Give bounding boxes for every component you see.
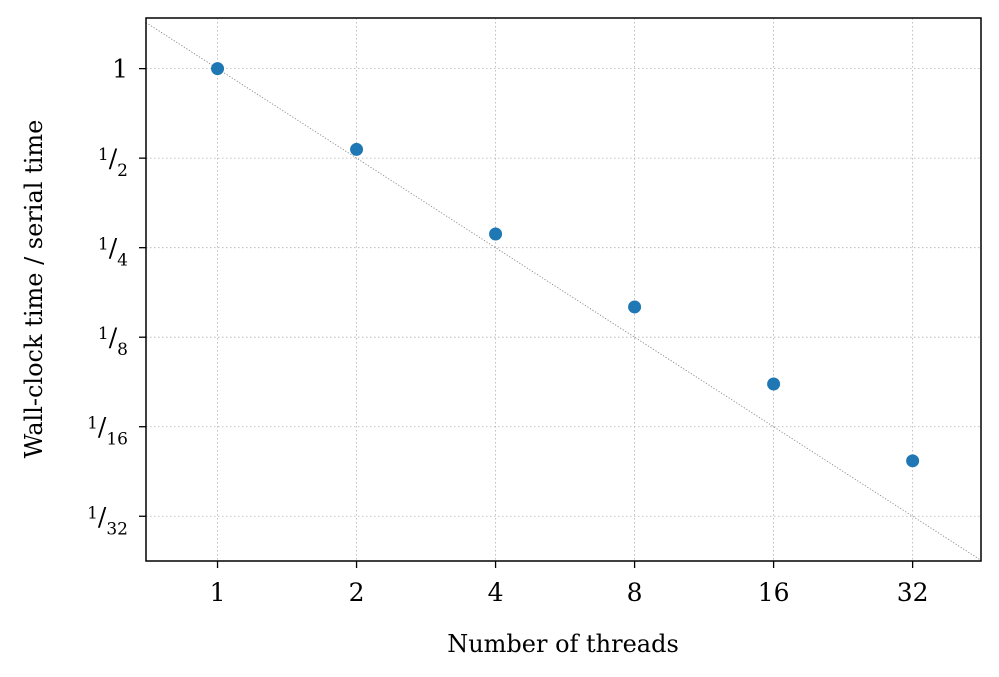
data-points xyxy=(211,62,920,468)
y-tick-label: 1/8 xyxy=(98,323,128,360)
x-tick-label: 8 xyxy=(627,578,643,607)
y-tick-label: 1/16 xyxy=(87,413,128,450)
y-tick-slash: / xyxy=(109,234,118,263)
y-tick-label: 1 xyxy=(112,55,128,84)
x-tick-label: 4 xyxy=(488,578,504,607)
ideal-scaling-line xyxy=(145,22,982,561)
y-tick-numerator: 1 xyxy=(87,503,98,523)
y-tick-slash: / xyxy=(98,413,107,442)
y-tick-label: 1/2 xyxy=(98,144,128,181)
y-tick-label: 1/32 xyxy=(87,502,128,539)
x-tick-label: 16 xyxy=(758,578,790,607)
y-tick-slash: / xyxy=(109,144,118,173)
x-tick-label: 2 xyxy=(349,578,365,607)
x-tick-label: 32 xyxy=(897,578,929,607)
y-tick-denominator: 2 xyxy=(117,161,128,181)
grid-lines xyxy=(146,18,981,561)
y-tick-numerator: 1 xyxy=(87,414,98,434)
y-tick-slash: / xyxy=(98,502,107,531)
y-tick-denominator: 4 xyxy=(117,251,128,271)
y-tick-numerator: 1 xyxy=(98,145,109,165)
y-axis: 11/21/41/81/161/32 xyxy=(87,55,146,539)
data-point xyxy=(767,377,781,391)
y-axis-title: Wall-clock time / serial time xyxy=(20,120,48,459)
data-point xyxy=(628,300,642,314)
x-axis: 1 2 4 8 16 32 xyxy=(210,561,929,607)
y-tick-slash: / xyxy=(109,323,118,352)
plot-frame xyxy=(145,17,982,562)
y-tick-denominator: 32 xyxy=(106,519,128,539)
x-tick-label: 1 xyxy=(210,578,226,607)
x-axis-title: Number of threads xyxy=(447,630,679,658)
ideal-scaling-line-path xyxy=(145,22,982,561)
data-point xyxy=(211,62,225,76)
y-tick-numerator: 1 xyxy=(98,235,109,255)
y-tick-denominator: 8 xyxy=(117,340,128,360)
y-tick-denominator: 16 xyxy=(106,430,128,450)
data-point xyxy=(350,142,364,156)
data-point xyxy=(906,454,920,468)
data-point xyxy=(489,227,503,241)
y-tick-label: 1/4 xyxy=(98,234,128,271)
y-tick-numerator: 1 xyxy=(98,324,109,344)
